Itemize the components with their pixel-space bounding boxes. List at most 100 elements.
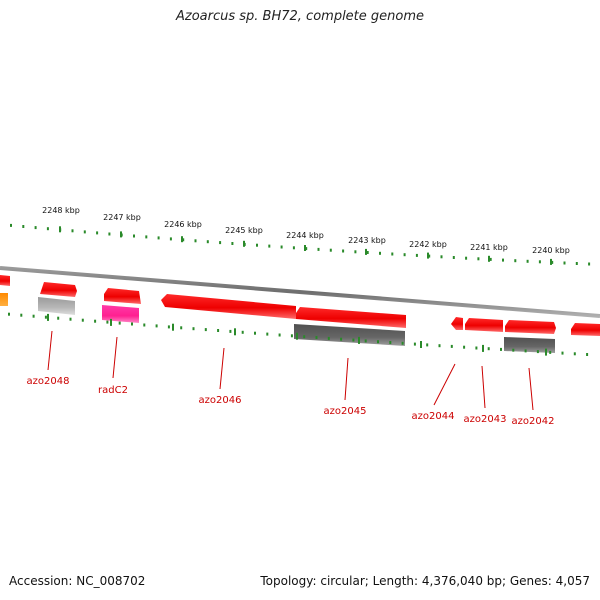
gene-label-azo2048[interactable]: azo2048 — [27, 376, 70, 387]
gene-label-azo2046[interactable]: azo2046 — [199, 395, 242, 406]
ruler-dot — [206, 240, 209, 244]
ruler-dot — [586, 353, 589, 356]
ruler-major-tick — [420, 341, 422, 348]
ruler-dot — [329, 248, 332, 252]
ruler-dot — [71, 229, 74, 233]
ruler-dot — [133, 234, 135, 238]
ruler-dot — [10, 223, 12, 227]
ruler-dot — [327, 336, 330, 340]
ruler-dot — [229, 329, 232, 333]
gene-label-azo2042[interactable]: azo2042 — [512, 416, 555, 427]
ruler-dot — [241, 330, 244, 334]
ruler-label-2247: 2247 kbp — [103, 213, 141, 222]
ruler-dot — [266, 332, 269, 336]
ruler-dot — [563, 261, 566, 265]
leader-azo2045 — [344, 357, 349, 401]
ruler-dot — [106, 320, 109, 324]
ruler-major-tick — [47, 313, 49, 321]
ruler-dot — [32, 314, 35, 318]
ruler-dot — [292, 246, 295, 250]
ruler-major-tick — [181, 236, 183, 243]
ruler-dot — [379, 251, 381, 255]
ruler-dot — [512, 348, 515, 352]
ruler-dot — [440, 255, 443, 259]
gene-label-azo2045[interactable]: azo2045 — [324, 406, 367, 417]
ruler-dot — [46, 227, 49, 231]
ruler-labels: 2248 kbp 2247 kbp 2246 kbp 2245 kbp 2244… — [42, 206, 570, 255]
ruler-dot — [305, 247, 308, 251]
ruler-dot — [463, 345, 466, 349]
gene-arrow-azo2044 — [451, 317, 463, 330]
ruler-dot — [575, 262, 578, 265]
ruler-upper-dots — [10, 223, 591, 266]
ruler-dot — [57, 316, 60, 320]
ruler-label-2246: 2246 kbp — [164, 220, 202, 229]
ruler-dot — [401, 341, 404, 345]
gene-arrow-forward-4 — [296, 307, 406, 328]
ruler-dot — [194, 239, 197, 243]
ruler-dot — [167, 325, 170, 329]
ruler-major-tick — [243, 240, 245, 247]
gene-block-azo2045 — [294, 324, 405, 346]
ruler-dot — [561, 351, 564, 355]
ruler-dot — [143, 323, 146, 327]
ruler-dot — [81, 318, 84, 322]
ruler-major-tick — [488, 255, 490, 262]
ruler-dot — [280, 245, 283, 249]
gene-label-azo2043[interactable]: azo2043 — [464, 414, 507, 425]
ruler-dot — [391, 252, 394, 256]
ruler-dot — [352, 338, 355, 342]
ruler-dot — [489, 257, 492, 261]
ruler-dot — [465, 256, 468, 260]
gene-arrow-forward-7 — [505, 320, 556, 334]
ruler-dot — [180, 326, 183, 330]
ruler-dot — [389, 341, 392, 344]
leader-azo2044 — [433, 363, 456, 406]
ruler-dot — [268, 244, 271, 248]
gene-label-radC2[interactable]: radC2 — [98, 385, 128, 396]
ruler-major-tick — [110, 318, 112, 326]
accession-text: Accession: NC_008702 — [9, 574, 146, 588]
ruler-major-tick — [172, 323, 174, 331]
gene-block-azo2042 — [504, 337, 555, 353]
map-title: Azoarcus sp. BH72, complete genome — [175, 9, 425, 24]
ruler-lower-major-ticks — [47, 313, 547, 356]
ruler-dot — [118, 321, 121, 325]
ruler-dot — [573, 352, 576, 356]
gene-labels: azo2048 radC2 azo2046 azo2045 azo2044 az… — [27, 376, 555, 427]
gene-arrow-azo2046 — [161, 294, 296, 319]
leader-azo2042 — [528, 367, 534, 411]
ruler-dot — [502, 258, 504, 262]
ruler-dot — [413, 342, 416, 346]
ruler-dot — [475, 346, 478, 350]
ruler-major-tick — [120, 231, 122, 238]
ruler-dot — [131, 322, 133, 326]
leader-azo2048 — [47, 330, 53, 371]
ruler-dot — [219, 241, 222, 245]
ruler-major-tick — [304, 245, 306, 251]
ruler-dot — [536, 350, 539, 354]
ruler-major-tick — [550, 258, 552, 265]
ruler-dot — [303, 335, 306, 339]
ruler-major-tick — [296, 332, 298, 340]
ruler-dot — [254, 331, 256, 335]
gene-label-azo2044[interactable]: azo2044 — [412, 411, 455, 422]
ruler-dot — [426, 343, 429, 347]
ruler-dot — [450, 344, 453, 348]
ruler-dot — [278, 333, 281, 337]
ruler-dot — [34, 226, 37, 230]
ruler-dot — [169, 237, 172, 241]
ruler-dot — [514, 259, 517, 263]
leader-azo2043 — [481, 365, 486, 409]
gene-block-azo2048 — [38, 297, 75, 315]
ruler-dot — [366, 251, 369, 254]
ruler-dot — [155, 324, 158, 328]
ruler-dot — [20, 313, 23, 317]
ruler-dot — [231, 242, 234, 245]
ruler-dot — [83, 230, 86, 234]
ruler-label-2245: 2245 kbp — [225, 226, 263, 235]
ruler-label-2242: 2242 kbp — [409, 240, 447, 249]
ruler-dot — [340, 337, 343, 341]
gene-arrow-forward-1 — [40, 282, 77, 297]
